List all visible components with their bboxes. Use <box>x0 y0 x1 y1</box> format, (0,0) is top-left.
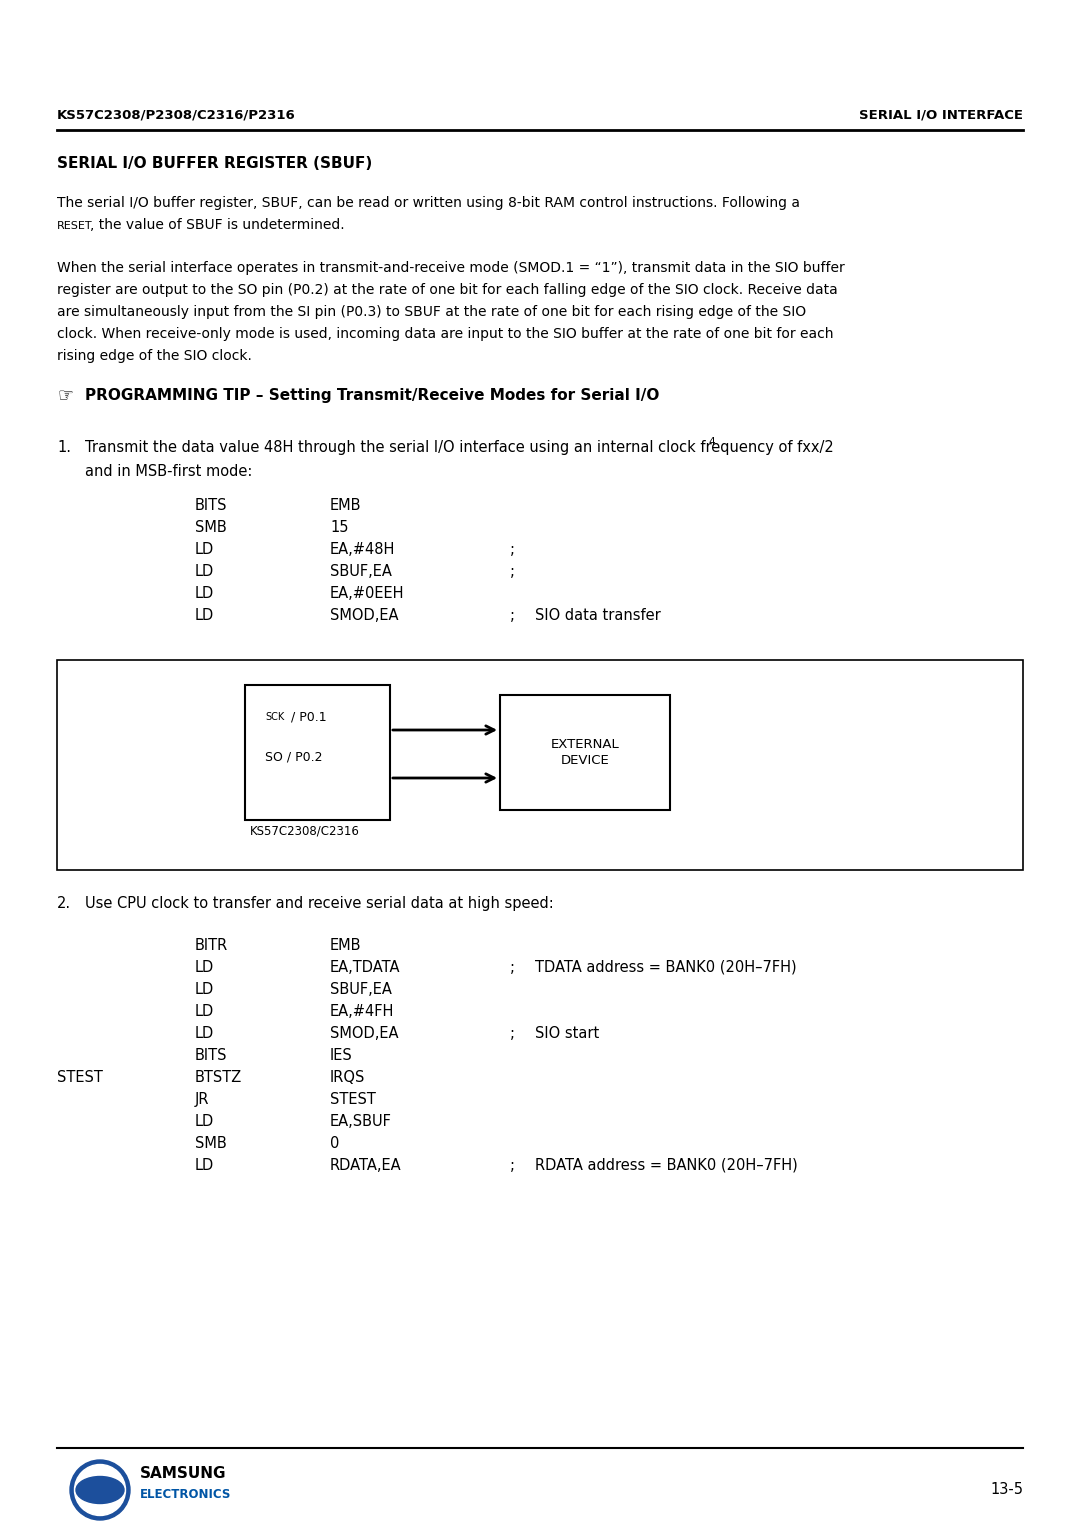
Text: 2.: 2. <box>57 895 71 911</box>
Circle shape <box>70 1459 130 1520</box>
Text: KS57C2308/C2316: KS57C2308/C2316 <box>249 825 360 837</box>
Text: ;: ; <box>510 1158 515 1174</box>
Text: LD: LD <box>195 983 214 996</box>
Text: ;: ; <box>510 564 515 579</box>
Text: clock. When receive-only mode is used, incoming data are input to the SIO buffer: clock. When receive-only mode is used, i… <box>57 327 834 341</box>
Text: and in MSB-first mode:: and in MSB-first mode: <box>85 465 253 478</box>
Text: LD: LD <box>195 1004 214 1019</box>
Text: SAMSUNG: SAMSUNG <box>140 1465 227 1481</box>
Text: BITR: BITR <box>195 938 228 953</box>
Text: IES: IES <box>330 1048 353 1063</box>
Text: SMOD,EA: SMOD,EA <box>330 608 399 623</box>
Text: BITS: BITS <box>195 1048 228 1063</box>
Text: EA,SBUF: EA,SBUF <box>330 1114 392 1129</box>
Text: SERIAL I/O BUFFER REGISTER (SBUF): SERIAL I/O BUFFER REGISTER (SBUF) <box>57 156 373 171</box>
Text: 4: 4 <box>708 437 715 448</box>
Text: LD: LD <box>195 608 214 623</box>
Text: The serial I/O buffer register, SBUF, can be read or written using 8-bit RAM con: The serial I/O buffer register, SBUF, ca… <box>57 196 800 209</box>
Text: When the serial interface operates in transmit-and-receive mode (SMOD.1 = “1”), : When the serial interface operates in tr… <box>57 261 845 275</box>
Text: EA,#48H: EA,#48H <box>330 542 395 558</box>
Text: SMB: SMB <box>195 1135 227 1151</box>
Text: SMB: SMB <box>195 520 227 535</box>
Text: / P0.1: / P0.1 <box>287 711 326 723</box>
Text: JR: JR <box>195 1093 210 1106</box>
Text: , the value of SBUF is undetermined.: , the value of SBUF is undetermined. <box>90 219 345 232</box>
Text: EA,TDATA: EA,TDATA <box>330 960 401 975</box>
Text: TDATA address = BANK0 (20H–7FH): TDATA address = BANK0 (20H–7FH) <box>535 960 797 975</box>
Text: ;: ; <box>510 608 515 623</box>
Text: STEST: STEST <box>57 1070 103 1085</box>
Bar <box>57 660 1023 869</box>
Text: SBUF,EA: SBUF,EA <box>330 983 392 996</box>
Text: ;: ; <box>510 542 515 558</box>
Text: BTSTZ: BTSTZ <box>195 1070 242 1085</box>
Text: Transmit the data value 48H through the serial I/O interface using an internal c: Transmit the data value 48H through the … <box>85 440 834 455</box>
Text: ;: ; <box>510 960 515 975</box>
Text: ☞: ☞ <box>57 387 73 403</box>
Text: register are output to the SO pin (P0.2) at the rate of one bit for each falling: register are output to the SO pin (P0.2)… <box>57 283 838 296</box>
Text: SO / P0.2: SO / P0.2 <box>265 750 323 762</box>
Text: LD: LD <box>195 1114 214 1129</box>
Text: rising edge of the SIO clock.: rising edge of the SIO clock. <box>57 348 252 364</box>
Text: 13-5: 13-5 <box>990 1482 1023 1497</box>
Text: EXTERNAL
DEVICE: EXTERNAL DEVICE <box>551 738 619 767</box>
Text: are simultaneously input from the SI pin (P0.3) to SBUF at the rate of one bit f: are simultaneously input from the SI pin… <box>57 306 806 319</box>
Text: RDATA address = BANK0 (20H–7FH): RDATA address = BANK0 (20H–7FH) <box>535 1158 798 1174</box>
Text: RDATA,EA: RDATA,EA <box>330 1158 402 1174</box>
Text: SBUF,EA: SBUF,EA <box>330 564 392 579</box>
Text: ;: ; <box>510 1025 515 1041</box>
Text: LD: LD <box>195 587 214 601</box>
Bar <box>245 685 390 821</box>
Text: 1.: 1. <box>57 440 71 455</box>
Text: LD: LD <box>195 542 214 558</box>
Text: EA,#0EEH: EA,#0EEH <box>330 587 405 601</box>
Text: SCK: SCK <box>265 712 284 723</box>
Text: SMOD,EA: SMOD,EA <box>330 1025 399 1041</box>
Circle shape <box>75 1464 125 1516</box>
Bar <box>500 695 670 810</box>
Text: LD: LD <box>195 564 214 579</box>
Text: SIO data transfer: SIO data transfer <box>535 608 661 623</box>
Text: EMB: EMB <box>330 498 362 513</box>
Ellipse shape <box>76 1476 124 1504</box>
Text: 15: 15 <box>330 520 349 535</box>
Text: LD: LD <box>195 1158 214 1174</box>
Text: LD: LD <box>195 1025 214 1041</box>
Text: SIO start: SIO start <box>535 1025 599 1041</box>
Text: RESET: RESET <box>57 222 93 231</box>
Text: SERIAL I/O INTERFACE: SERIAL I/O INTERFACE <box>859 108 1023 121</box>
Text: PROGRAMMING TIP – Setting Transmit/Receive Modes for Serial I/O: PROGRAMMING TIP – Setting Transmit/Recei… <box>85 388 660 403</box>
Text: ELECTRONICS: ELECTRONICS <box>140 1488 231 1500</box>
Text: BITS: BITS <box>195 498 228 513</box>
Text: 0: 0 <box>330 1135 339 1151</box>
Text: IRQS: IRQS <box>330 1070 365 1085</box>
Text: STEST: STEST <box>330 1093 376 1106</box>
Text: Use CPU clock to transfer and receive serial data at high speed:: Use CPU clock to transfer and receive se… <box>85 895 554 911</box>
Text: EMB: EMB <box>330 938 362 953</box>
Text: EA,#4FH: EA,#4FH <box>330 1004 394 1019</box>
Text: KS57C2308/P2308/C2316/P2316: KS57C2308/P2308/C2316/P2316 <box>57 108 296 121</box>
Text: LD: LD <box>195 960 214 975</box>
